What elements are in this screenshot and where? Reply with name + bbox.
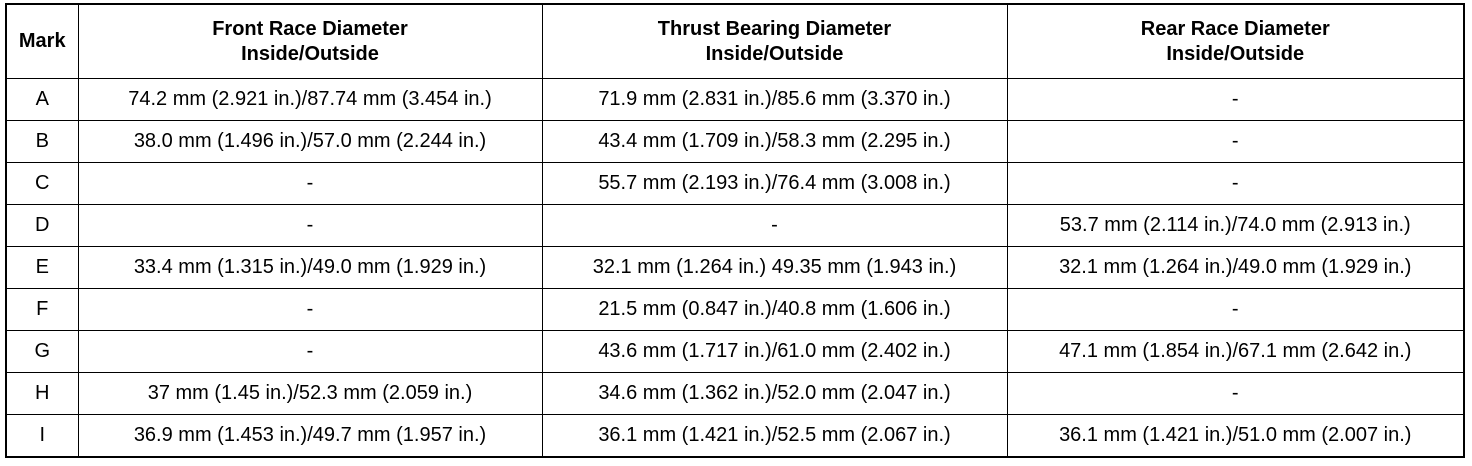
value-cell: 36.1 mm (1.421 in.)/52.5 mm (2.067 in.)	[541, 414, 1008, 458]
table-row: G -43.6 mm (1.717 in.)/61.0 mm (2.402 in.…	[5, 330, 1465, 373]
value-cell: 33.4 mm (1.315 in.)/49.0 mm (1.929 in.)	[77, 246, 543, 289]
value-cell: 71.9 mm (2.831 in.)/85.6 mm (3.370 in.)	[541, 78, 1008, 121]
mark-cell: E	[5, 246, 79, 289]
value-cell: 32.1 mm (1.264 in.)/49.0 mm (1.929 in.)	[1006, 246, 1465, 289]
value-cell: 43.6 mm (1.717 in.)/61.0 mm (2.402 in.)	[541, 330, 1008, 373]
mark-cell: D	[5, 204, 79, 247]
spec-table: Mark Front Race Diameter Inside/Outside Th…	[5, 3, 1465, 458]
header-cell: Mark	[5, 3, 79, 79]
mark-cell: G	[5, 330, 79, 373]
table-row: E 33.4 mm (1.315 in.)/49.0 mm (1.929 in.)…	[5, 246, 1465, 289]
value-cell: 74.2 mm (2.921 in.)/87.74 mm (3.454 in.)	[77, 78, 543, 121]
value-cell: -	[1006, 372, 1465, 415]
mark-cell: F	[5, 288, 79, 331]
value-cell: 37 mm (1.45 in.)/52.3 mm (2.059 in.)	[77, 372, 543, 415]
mark-cell: B	[5, 120, 79, 163]
table-container: Mark Front Race Diameter Inside/Outside Th…	[5, 3, 1465, 458]
value-cell: 32.1 mm (1.264 in.) 49.35 mm (1.943 in.)	[541, 246, 1008, 289]
mark-cell: A	[5, 78, 79, 121]
value-cell: 38.0 mm (1.496 in.)/57.0 mm (2.244 in.)	[77, 120, 543, 163]
table-row: H 37 mm (1.45 in.)/52.3 mm (2.059 in.) 34.…	[5, 372, 1465, 415]
value-cell: -	[1006, 162, 1465, 205]
value-cell: 43.4 mm (1.709 in.)/58.3 mm (2.295 in.)	[541, 120, 1008, 163]
table-body: A 74.2 mm (2.921 in.)/87.74 mm (3.454 in.…	[5, 78, 1465, 458]
value-cell: -	[541, 204, 1008, 247]
mark-cell: H	[5, 372, 79, 415]
header-cell: Front Race Diameter Inside/Outside	[77, 3, 543, 79]
mark-cell: I	[5, 414, 79, 458]
header-cell: Rear Race Diameter Inside/Outside	[1006, 3, 1465, 79]
header-row: Mark Front Race Diameter Inside/Outside Th…	[5, 3, 1465, 79]
value-cell: -	[1006, 120, 1465, 163]
value-cell: 21.5 mm (0.847 in.)/40.8 mm (1.606 in.)	[541, 288, 1008, 331]
value-cell: -	[1006, 288, 1465, 331]
value-cell: -	[1006, 78, 1465, 121]
table-row: D - -53.7 mm (2.114 in.)/74.0 mm (2.913 in…	[5, 204, 1465, 247]
value-cell: -	[77, 330, 543, 373]
table-row: I 36.9 mm (1.453 in.)/49.7 mm (1.957 in.)…	[5, 414, 1465, 458]
value-cell: 55.7 mm (2.193 in.)/76.4 mm (3.008 in.)	[541, 162, 1008, 205]
value-cell: -	[77, 162, 543, 205]
value-cell: 36.9 mm (1.453 in.)/49.7 mm (1.957 in.)	[77, 414, 543, 458]
value-cell: 53.7 mm (2.114 in.)/74.0 mm (2.913 in.)	[1006, 204, 1465, 247]
table-row: F -21.5 mm (0.847 in.)/40.8 mm (1.606 in.…	[5, 288, 1465, 331]
value-cell: 36.1 mm (1.421 in.)/51.0 mm (2.007 in.)	[1006, 414, 1465, 458]
table-row: B 38.0 mm (1.496 in.)/57.0 mm (2.244 in.)…	[5, 120, 1465, 163]
value-cell: 34.6 mm (1.362 in.)/52.0 mm (2.047 in.)	[541, 372, 1008, 415]
table-row: A 74.2 mm (2.921 in.)/87.74 mm (3.454 in.…	[5, 78, 1465, 121]
value-cell: -	[77, 204, 543, 247]
table-row: C -55.7 mm (2.193 in.)/76.4 mm (3.008 in.…	[5, 162, 1465, 205]
value-cell: -	[77, 288, 543, 331]
value-cell: 47.1 mm (1.854 in.)/67.1 mm (2.642 in.)	[1006, 330, 1465, 373]
mark-cell: C	[5, 162, 79, 205]
header-cell: Thrust Bearing Diameter Inside/Outside	[541, 3, 1008, 79]
